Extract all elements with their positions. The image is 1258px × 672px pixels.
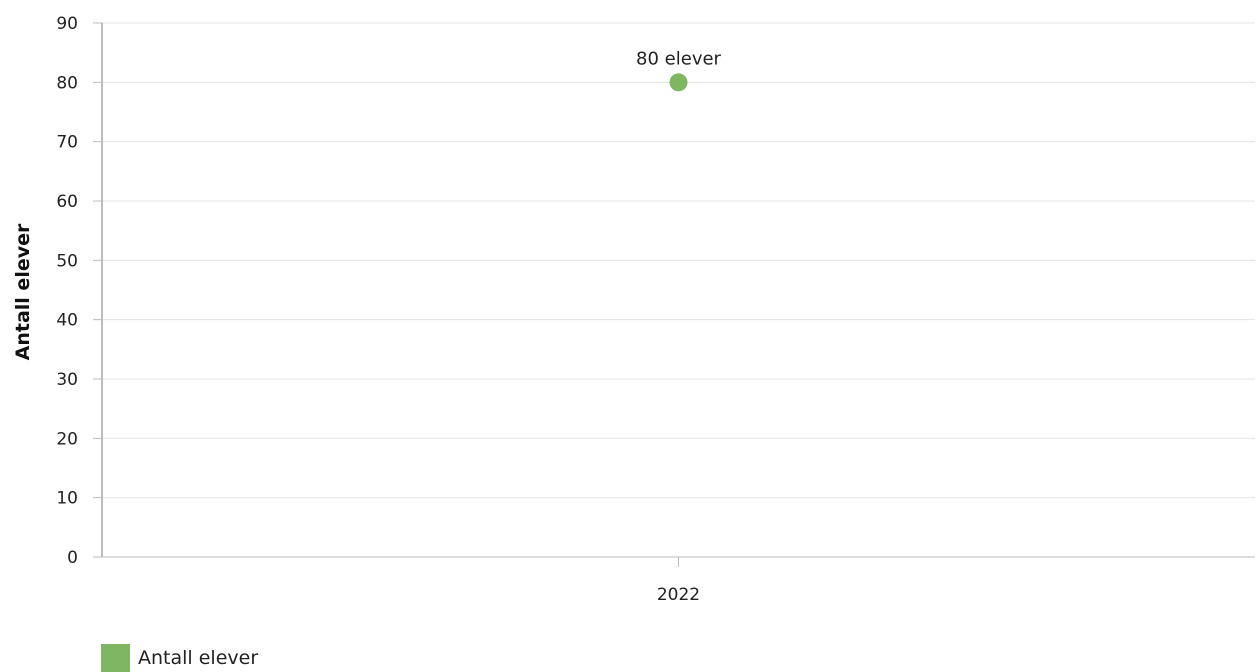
y-tick-label: 30 bbox=[56, 370, 78, 390]
chart: 0 10 20 30 40 50 60 70 80 90 2022 Antall elever 8… bbox=[12, 14, 1255, 605]
y-axis-title: Antall elever bbox=[12, 223, 34, 360]
x-tick-label: 2022 bbox=[657, 585, 700, 605]
y-tick-label: 20 bbox=[56, 429, 78, 449]
x-tick-labels: 2022 bbox=[657, 557, 700, 605]
y-tick-label: 60 bbox=[56, 192, 78, 212]
data-label: 80 elever bbox=[636, 48, 722, 69]
y-tick-label: 80 bbox=[56, 73, 78, 93]
legend-label: Antall elever bbox=[138, 647, 259, 669]
legend-swatch bbox=[101, 644, 130, 672]
axes bbox=[101, 23, 1255, 558]
y-tick-label: 10 bbox=[56, 489, 78, 509]
y-tick-labels: 0 10 20 30 40 50 60 70 80 90 bbox=[56, 14, 102, 568]
y-tick-label: 50 bbox=[56, 251, 78, 271]
y-tick-label: 0 bbox=[67, 548, 78, 568]
data-point bbox=[669, 73, 688, 92]
data-points: 80 elever bbox=[636, 48, 722, 92]
y-tick-label: 70 bbox=[56, 133, 78, 153]
legend: Antall elever bbox=[101, 644, 258, 672]
y-tick-label: 90 bbox=[56, 14, 78, 34]
y-tick-label: 40 bbox=[56, 311, 78, 331]
gridlines bbox=[102, 22, 1255, 499]
